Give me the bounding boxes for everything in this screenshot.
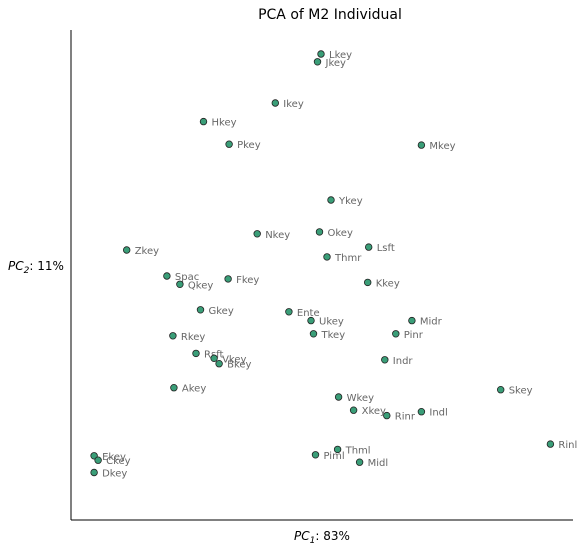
point-pkey	[225, 140, 233, 148]
point-rkey	[169, 332, 177, 340]
point-label-mkey: Mkey	[429, 141, 455, 152]
point-label-nkey: Nkey	[265, 230, 290, 241]
point-label-ckey: Ckey	[106, 456, 131, 467]
point-label-rinr: Rinr	[395, 412, 416, 423]
point-lkey	[317, 50, 325, 58]
point-ckey	[94, 456, 102, 464]
point-label-wkey: Wkey	[347, 393, 374, 404]
point-label-gkey: Gkey	[209, 306, 234, 317]
point-piml	[311, 451, 320, 459]
point-tkey	[309, 330, 318, 338]
point-fkey	[224, 275, 232, 283]
point-jkey	[313, 58, 322, 66]
point-label-thmr: Thmr	[334, 253, 362, 264]
point-label-ykey: Ykey	[338, 196, 363, 207]
point-thmr	[323, 253, 331, 261]
point-indr	[381, 356, 389, 364]
point-rsft	[192, 349, 200, 358]
point-dkey	[90, 468, 98, 477]
point-rinr	[383, 411, 391, 420]
point-hkey	[199, 117, 208, 126]
point-label-indr: Indr	[393, 356, 414, 367]
point-label-midl: Midl	[368, 458, 389, 469]
point-label-pkey: Pkey	[237, 140, 261, 151]
point-thml	[333, 445, 342, 454]
point-label-pinr: Pinr	[404, 330, 424, 341]
point-label-tkey: Tkey	[321, 330, 346, 341]
point-label-rinl: Rinl	[558, 440, 577, 451]
point-label-xkey: Xkey	[362, 406, 386, 417]
point-label-jkey: Jkey	[325, 58, 347, 69]
point-label-midr: Midr	[420, 317, 443, 328]
point-ukey	[307, 316, 315, 325]
point-nkey	[253, 230, 261, 238]
point-ykey	[327, 196, 335, 204]
point-label-piml: Piml	[324, 451, 345, 462]
point-label-lkey: Lkey	[329, 50, 352, 61]
x-axis-label: PC1: 83%	[294, 529, 350, 546]
point-label-qkey: Qkey	[188, 280, 213, 291]
point-label-dkey: Dkey	[102, 469, 127, 480]
point-rinl	[546, 440, 555, 448]
point-label-ente: Ente	[297, 308, 320, 319]
point-label-bkey: Bkey	[227, 360, 251, 371]
point-pinr	[392, 330, 400, 338]
point-skey	[497, 386, 505, 394]
point-label-thml: Thml	[345, 445, 371, 456]
point-akey	[170, 384, 178, 392]
y-axis-label: PC2: 11%	[8, 259, 64, 276]
point-vkey	[210, 354, 218, 362]
point-gkey	[196, 306, 205, 314]
point-wkey	[334, 393, 343, 401]
point-label-indl: Indl	[429, 408, 447, 419]
point-qkey	[176, 280, 184, 288]
chart-title: PCA of M2 Individual	[258, 7, 402, 23]
point-label-zkey: Zkey	[135, 246, 159, 257]
point-midl	[355, 458, 364, 466]
point-label-okey: Okey	[328, 228, 353, 239]
point-ente	[285, 308, 293, 316]
point-spac	[163, 272, 171, 280]
point-zkey	[122, 246, 131, 254]
point-label-ukey: Ukey	[319, 317, 344, 328]
point-bkey	[215, 360, 223, 368]
point-label-akey: Akey	[182, 384, 206, 395]
point-label-lsft: Lsft	[377, 243, 395, 254]
point-xkey	[349, 406, 358, 414]
point-okey	[315, 228, 324, 236]
point-label-skey: Skey	[509, 386, 533, 397]
point-label-ikey: Ikey	[283, 99, 304, 110]
point-label-rkey: Rkey	[181, 332, 206, 343]
point-label-ekey: Ekey	[102, 452, 126, 463]
point-mkey	[417, 141, 426, 149]
point-label-kkey: Kkey	[376, 278, 400, 289]
point-indl	[417, 408, 426, 416]
point-label-spac: Spac	[175, 272, 199, 283]
point-label-vkey: Vkey	[222, 354, 246, 365]
point-kkey	[364, 278, 372, 287]
point-label-fkey: Fkey	[236, 275, 259, 286]
point-midr	[408, 316, 416, 325]
point-lsft	[365, 243, 373, 251]
point-ikey	[271, 99, 279, 107]
point-label-hkey: Hkey	[212, 118, 237, 129]
